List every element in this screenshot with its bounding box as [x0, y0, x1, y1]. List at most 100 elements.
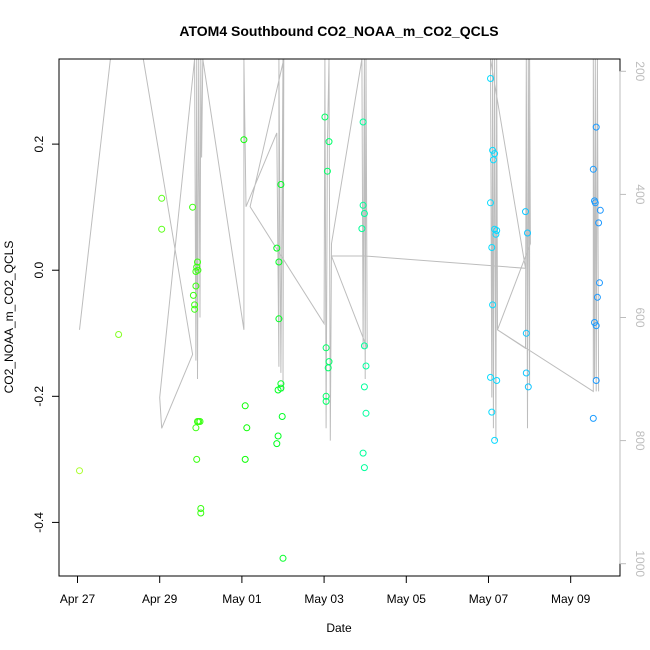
data-point	[595, 219, 603, 227]
data-point	[277, 384, 285, 392]
data-point	[277, 181, 285, 188]
data-point	[191, 301, 199, 309]
data-point	[487, 75, 494, 82]
data-point	[189, 203, 197, 211]
data-point	[275, 315, 283, 323]
data-point	[274, 432, 282, 440]
data-point	[359, 449, 367, 457]
data-point	[193, 263, 201, 271]
data-point	[359, 201, 367, 209]
y2-tick-label: 800	[633, 431, 647, 451]
data-point	[158, 225, 166, 233]
y-tick-label: 0.0	[32, 262, 46, 279]
y2-tick-label: 1000	[633, 550, 647, 577]
data-point	[278, 413, 286, 420]
data-point	[360, 342, 368, 350]
data-point	[488, 408, 496, 416]
data-point	[596, 279, 603, 287]
data-point	[522, 208, 529, 216]
data-point	[196, 418, 204, 425]
data-point	[492, 230, 500, 238]
data-point	[591, 199, 599, 207]
x-tick-label: May 03	[304, 592, 344, 606]
data-point	[359, 118, 367, 126]
data-point	[593, 293, 601, 301]
data-point	[589, 165, 597, 173]
y-axis: -0.4 -0.2 0.0 0.2	[32, 135, 60, 533]
data-point	[522, 329, 530, 337]
data-point	[189, 291, 197, 299]
data-point	[321, 113, 329, 121]
data-point	[76, 467, 83, 475]
data-point	[194, 266, 202, 274]
data-point	[197, 505, 205, 512]
x-tick-label: Apr 29	[142, 592, 178, 606]
data-point	[322, 344, 330, 352]
x-tick-label: May 01	[222, 592, 262, 606]
data-point	[589, 414, 597, 422]
altitude-track-line	[79, 58, 600, 441]
data-point	[273, 244, 281, 252]
data-point	[493, 377, 501, 384]
data-point	[243, 424, 251, 432]
data-point	[362, 362, 370, 370]
data-point	[192, 268, 200, 275]
data-point	[360, 210, 368, 217]
data-point	[241, 402, 249, 410]
data-point	[197, 509, 205, 517]
data-point	[360, 464, 368, 472]
data-point	[194, 258, 201, 266]
data-point	[193, 455, 201, 463]
data-points-layer	[76, 75, 604, 562]
data-point	[592, 123, 600, 131]
data-point	[522, 369, 530, 377]
data-point	[275, 258, 283, 266]
x-axis: Apr 27 Apr 29 May 01 May 03 May 05 May 07 May …	[60, 575, 591, 606]
data-point	[158, 194, 166, 202]
data-point	[191, 305, 199, 313]
data-point	[488, 244, 496, 251]
data-point	[487, 199, 494, 207]
data-point	[273, 440, 281, 448]
data-point	[322, 392, 330, 400]
data-point	[362, 409, 370, 417]
y2-tick-label: 200	[633, 61, 647, 81]
x-tick-label: Apr 27	[60, 592, 96, 606]
x-tick-label: May 07	[469, 592, 509, 606]
data-point	[493, 227, 501, 234]
data-point	[596, 206, 604, 214]
data-point	[115, 331, 123, 338]
data-point	[192, 282, 200, 290]
data-point	[241, 455, 249, 463]
data-point	[358, 225, 366, 233]
data-point	[240, 136, 248, 144]
x-tick-label: May 05	[387, 592, 427, 606]
data-point	[325, 358, 333, 366]
data-point	[489, 156, 497, 164]
x-axis-label: Date	[326, 621, 352, 635]
data-point	[192, 424, 200, 432]
y-tick-label: -0.2	[32, 386, 46, 407]
data-point	[487, 373, 494, 381]
data-point	[279, 554, 287, 562]
data-point	[323, 167, 331, 175]
data-point	[277, 380, 285, 388]
y2-tick-label: 400	[633, 184, 647, 204]
right-altitude-axis: 200 400 600 800 1000	[619, 61, 647, 577]
y-axis-label: CO2_NOAA_m_CO2_QCLS	[2, 241, 16, 394]
y-tick-label: 0.2	[32, 135, 46, 152]
chart-title: ATOM4 Southbound CO2_NOAA_m_CO2_QCLS	[179, 23, 498, 39]
data-point	[491, 436, 499, 444]
data-point	[524, 383, 532, 391]
data-point	[360, 383, 368, 391]
plot-frame	[58, 58, 621, 577]
data-point	[325, 138, 333, 146]
data-point	[592, 377, 600, 384]
y2-tick-label: 600	[633, 307, 647, 327]
y-tick-label: -0.4	[32, 512, 46, 533]
data-point	[322, 397, 330, 405]
x-tick-label: May 09	[551, 592, 591, 606]
data-point	[491, 150, 499, 158]
data-point	[489, 301, 497, 309]
